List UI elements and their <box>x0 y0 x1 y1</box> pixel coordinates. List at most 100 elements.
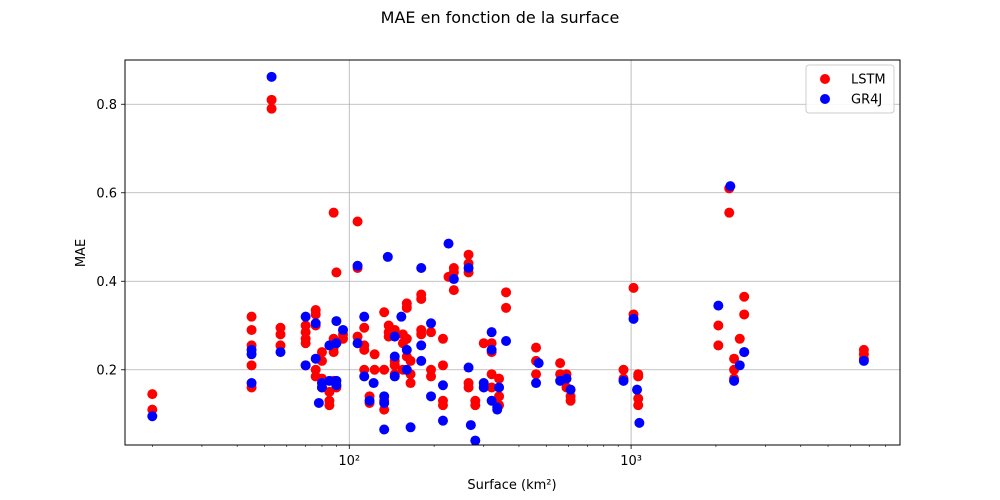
x-tick-label: 10³ <box>620 454 642 469</box>
point-gr4j <box>389 331 400 342</box>
point-lstm <box>494 373 505 384</box>
point-gr4j <box>486 344 497 355</box>
point-gr4j <box>486 395 497 406</box>
point-gr4j <box>389 371 400 382</box>
point-lstm <box>316 347 327 358</box>
point-gr4j <box>331 380 342 391</box>
point-lstm <box>369 364 380 375</box>
point-lstm <box>501 302 512 313</box>
point-lstm <box>628 282 639 293</box>
point-lstm <box>266 103 277 114</box>
point-lstm <box>470 395 481 406</box>
point-gr4j <box>416 340 427 351</box>
point-gr4j <box>352 260 363 271</box>
point-lstm <box>437 360 448 371</box>
chart-title: MAE en fonction de la surface <box>381 8 620 27</box>
point-lstm <box>359 322 370 333</box>
point-gr4j <box>632 384 643 395</box>
point-gr4j <box>533 358 544 369</box>
point-lstm <box>739 309 750 320</box>
point-gr4j <box>331 316 342 327</box>
point-gr4j <box>618 375 629 386</box>
point-lstm <box>275 329 286 340</box>
point-lstm <box>437 333 448 344</box>
point-gr4j <box>713 300 724 311</box>
point-gr4j <box>396 311 407 322</box>
point-gr4j <box>494 382 505 393</box>
point-lstm <box>618 364 629 375</box>
y-axis-label: MAE <box>74 239 89 267</box>
point-lstm <box>494 391 505 402</box>
point-lstm <box>328 207 339 218</box>
point-lstm <box>426 327 437 338</box>
point-gr4j <box>147 411 158 422</box>
point-gr4j <box>725 181 736 192</box>
legend-marker-lstm <box>820 74 830 84</box>
legend-label-gr4j: GR4J <box>851 93 882 108</box>
point-gr4j <box>300 360 311 371</box>
point-lstm <box>359 344 370 355</box>
point-gr4j <box>364 395 375 406</box>
x-axis-label: Surface (km²) <box>467 478 556 493</box>
point-lstm <box>531 342 542 353</box>
x-tick-label: 10² <box>338 454 360 469</box>
point-gr4j <box>729 375 740 386</box>
point-lstm <box>486 369 497 380</box>
point-gr4j <box>734 360 745 371</box>
point-gr4j <box>634 417 645 428</box>
point-lstm <box>555 358 566 369</box>
point-gr4j <box>368 378 379 389</box>
point-lstm <box>379 307 390 318</box>
legend-label-lstm: LSTM <box>851 73 886 88</box>
point-gr4j <box>437 380 448 391</box>
point-gr4j <box>266 71 277 82</box>
point-gr4j <box>486 327 497 338</box>
point-lstm <box>463 249 474 260</box>
point-lstm <box>426 371 437 382</box>
point-gr4j <box>739 347 750 358</box>
point-gr4j <box>246 349 257 360</box>
point-gr4j <box>443 238 454 249</box>
point-gr4j <box>401 344 412 355</box>
y-tick-label: 0.6 <box>96 186 117 201</box>
point-lstm <box>416 329 427 340</box>
y-tick-label: 0.4 <box>96 275 117 290</box>
point-gr4j <box>470 435 481 446</box>
point-lstm <box>266 94 277 105</box>
legend-marker-gr4j <box>820 94 830 104</box>
point-gr4j <box>316 382 327 393</box>
point-gr4j <box>463 262 474 273</box>
point-lstm <box>246 311 257 322</box>
point-gr4j <box>359 371 370 382</box>
point-lstm <box>401 333 412 344</box>
point-lstm <box>729 353 740 364</box>
point-lstm <box>633 371 644 382</box>
point-lstm <box>486 382 497 393</box>
point-gr4j <box>275 347 286 358</box>
y-tick-label: 0.8 <box>96 98 117 113</box>
point-gr4j <box>416 355 427 366</box>
point-gr4j <box>331 338 342 349</box>
point-gr4j <box>300 311 311 322</box>
point-gr4j <box>531 378 542 389</box>
point-gr4j <box>310 353 321 364</box>
point-lstm <box>300 338 311 349</box>
point-lstm <box>724 207 735 218</box>
point-lstm <box>147 389 158 400</box>
point-gr4j <box>379 424 390 435</box>
point-gr4j <box>426 391 437 402</box>
point-gr4j <box>405 422 416 433</box>
point-gr4j <box>561 373 572 384</box>
point-gr4j <box>465 420 476 431</box>
point-gr4j <box>448 274 459 285</box>
point-lstm <box>401 302 412 313</box>
point-lstm <box>739 291 750 302</box>
plot-area-frame <box>124 59 901 446</box>
point-lstm <box>478 338 489 349</box>
point-lstm <box>389 360 400 371</box>
point-lstm <box>246 360 257 371</box>
point-lstm <box>565 395 576 406</box>
point-gr4j <box>478 382 489 393</box>
grid-lines <box>125 60 900 445</box>
